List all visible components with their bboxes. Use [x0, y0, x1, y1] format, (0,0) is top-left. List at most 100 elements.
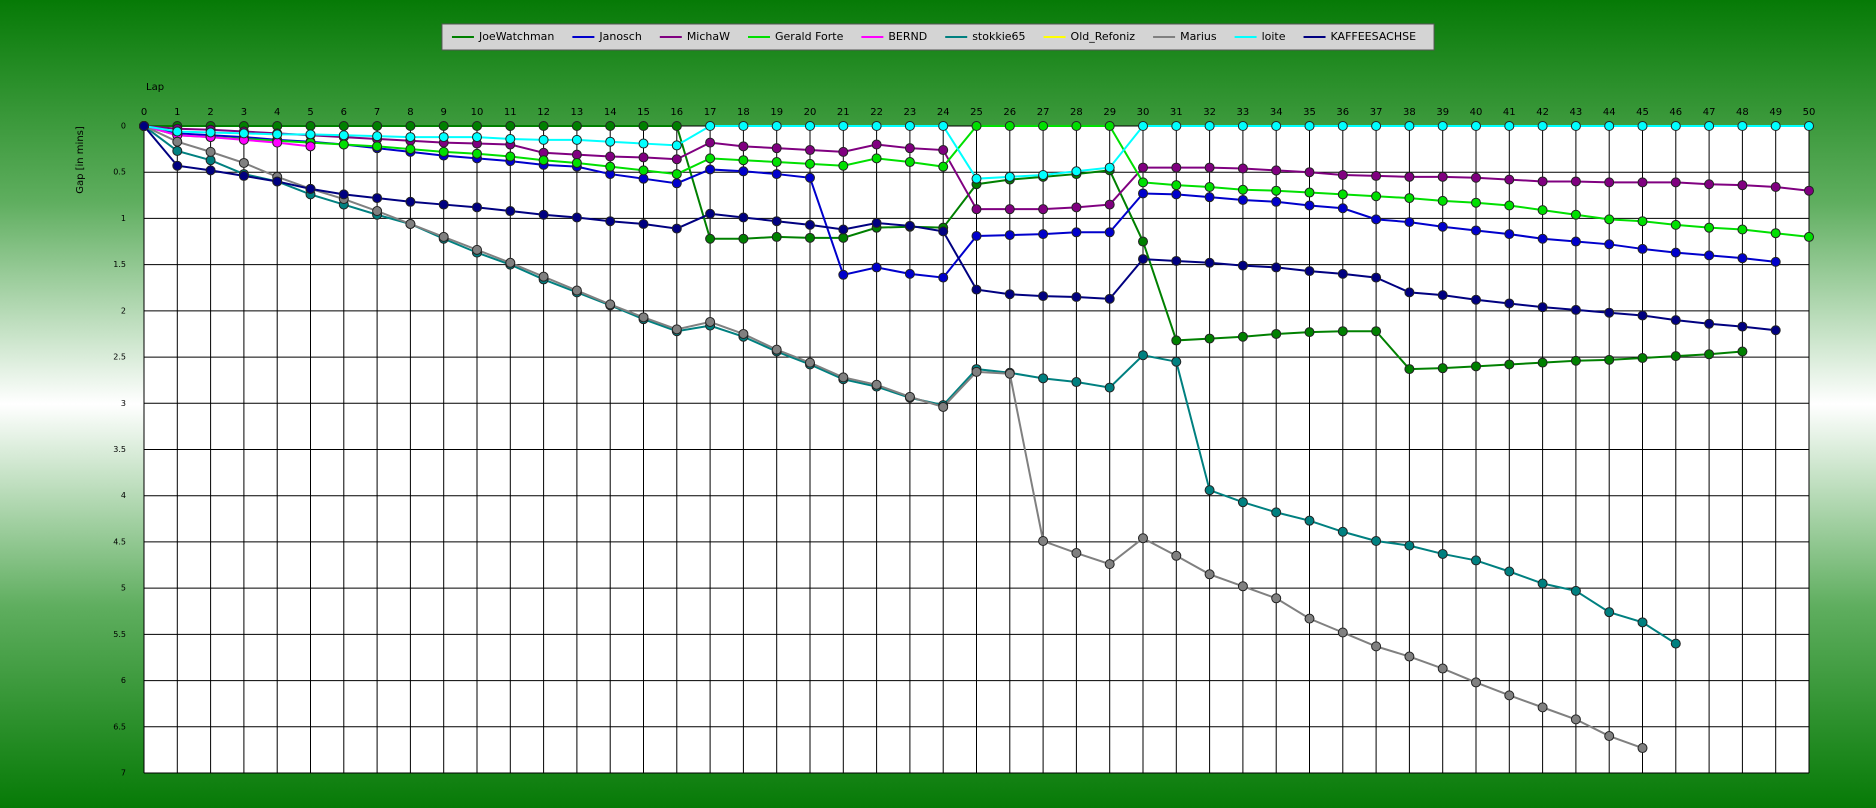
data-point: [1171, 189, 1182, 200]
data-point: [571, 285, 582, 296]
legend-label: stokkie65: [972, 30, 1025, 43]
data-point: [1437, 121, 1448, 131]
data-point: [838, 269, 849, 280]
data-point: [1537, 176, 1548, 187]
x-tick-label: 16: [670, 107, 683, 118]
data-point: [1670, 351, 1681, 362]
data-point: [438, 132, 449, 143]
data-point: [1404, 217, 1415, 228]
data-point: [1271, 593, 1282, 604]
x-tick-label: 17: [704, 107, 717, 118]
data-point: [1371, 170, 1382, 181]
data-point: [1737, 346, 1748, 357]
data-point: [1371, 326, 1382, 337]
data-point: [871, 153, 882, 164]
data-point: [805, 219, 815, 230]
data-point: [1504, 359, 1515, 370]
data-point: [472, 148, 482, 159]
x-tick-label: 44: [1603, 107, 1616, 118]
y-tick-label: 1.5: [113, 260, 126, 269]
data-point: [1704, 121, 1715, 131]
data-point: [1171, 255, 1182, 266]
data-point: [305, 183, 316, 194]
data-point: [1604, 354, 1615, 365]
data-point: [1138, 121, 1148, 131]
data-point: [1104, 199, 1115, 210]
data-point: [172, 160, 183, 171]
data-point: [1704, 349, 1715, 360]
x-tick-label: 30: [1137, 107, 1150, 118]
data-point: [671, 140, 682, 151]
data-point: [1271, 328, 1282, 339]
data-point: [1337, 189, 1348, 200]
data-point: [1171, 356, 1182, 367]
data-point: [805, 172, 815, 183]
y-tick-label: 4: [121, 491, 126, 500]
data-point: [338, 189, 349, 200]
data-point: [838, 232, 849, 243]
x-tick-label: 31: [1170, 107, 1183, 118]
data-point: [605, 151, 616, 162]
data-point: [1637, 216, 1648, 227]
x-tick-label: 34: [1270, 107, 1283, 118]
data-point: [638, 218, 649, 229]
y-tick-label: 6: [121, 676, 126, 685]
data-point: [1471, 361, 1481, 372]
data-point: [1104, 293, 1115, 304]
data-point: [1637, 617, 1648, 628]
x-tick-label: 38: [1403, 107, 1416, 118]
data-point: [1471, 172, 1481, 183]
data-point: [405, 196, 416, 207]
data-point: [938, 401, 949, 412]
data-point: [1204, 257, 1215, 268]
data-point: [771, 169, 782, 180]
data-point: [1637, 743, 1648, 754]
data-point: [771, 231, 782, 242]
data-point: [805, 121, 815, 131]
x-tick-label: 2: [207, 107, 213, 118]
legend: JoeWatchman Janosch MichaW Gerald Forte BERN…: [441, 23, 1435, 51]
data-point: [805, 158, 815, 169]
x-tick-label: 6: [341, 107, 347, 118]
data-point: [538, 155, 549, 166]
data-point: [904, 220, 915, 231]
data-point: [1537, 578, 1548, 589]
data-point: [1537, 121, 1548, 131]
data-point: [472, 244, 482, 255]
data-point: [1437, 548, 1448, 559]
data-point: [1471, 294, 1481, 305]
data-point: [1570, 714, 1581, 725]
legend-label: loite: [1262, 30, 1286, 43]
data-point: [838, 146, 849, 157]
y-tick-label: 4.5: [113, 537, 126, 546]
y-tick-label: 7: [121, 769, 126, 778]
data-point: [438, 199, 449, 210]
data-point: [1637, 243, 1648, 254]
data-point: [1071, 227, 1082, 238]
data-point: [1804, 231, 1814, 242]
legend-label: Marius: [1180, 30, 1217, 43]
data-point: [1637, 121, 1648, 131]
y-tick-label: 1: [121, 214, 126, 223]
data-point: [1337, 203, 1348, 214]
y-tick-label: 5.5: [113, 630, 126, 639]
data-point: [1737, 121, 1748, 131]
x-tick-label: 49: [1769, 107, 1782, 118]
data-point: [1071, 121, 1082, 131]
data-point: [1604, 307, 1615, 318]
data-point: [1038, 204, 1049, 215]
data-point: [1304, 167, 1315, 178]
data-point: [372, 206, 383, 217]
data-point: [938, 145, 949, 156]
data-point: [1670, 315, 1681, 326]
data-point: [1504, 121, 1515, 131]
x-tick-label: 47: [1703, 107, 1716, 118]
x-tick-label: 24: [937, 107, 950, 118]
data-point: [1337, 326, 1348, 337]
data-point: [1371, 191, 1382, 202]
data-point: [472, 202, 482, 213]
data-point: [1104, 121, 1115, 131]
data-point: [1371, 536, 1382, 547]
data-point: [738, 166, 749, 177]
